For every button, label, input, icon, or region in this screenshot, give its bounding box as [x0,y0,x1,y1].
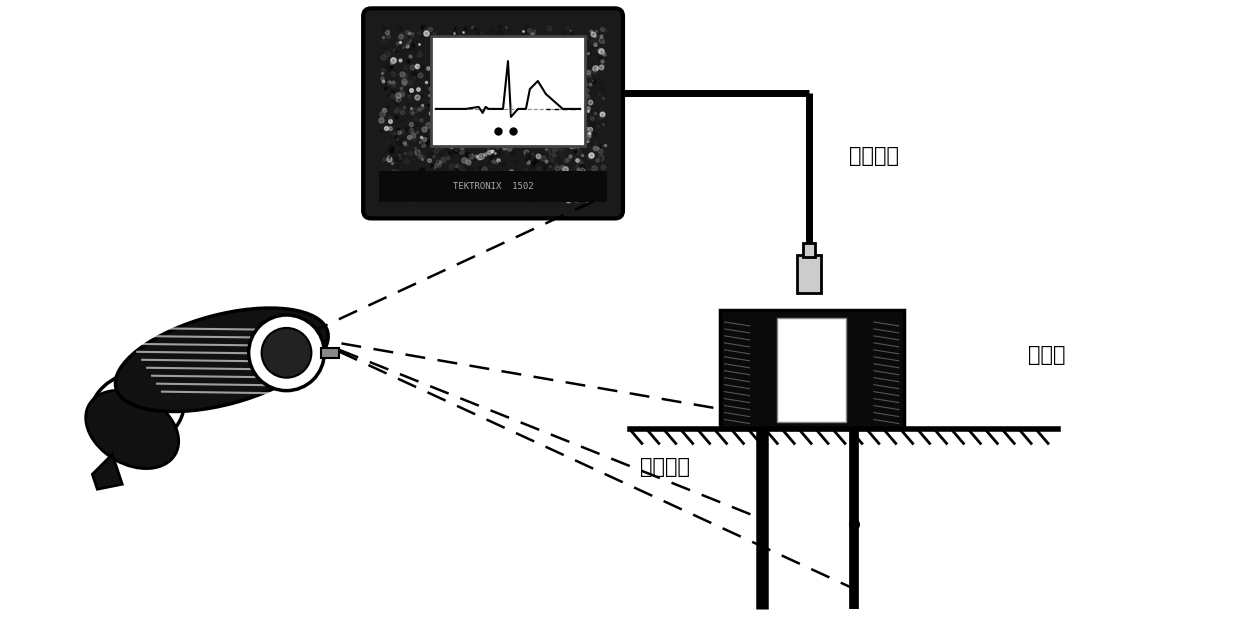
FancyBboxPatch shape [363,8,622,218]
Circle shape [249,315,325,391]
Ellipse shape [91,371,184,448]
Bar [776,318,847,422]
Bar [804,243,815,258]
Bar [379,170,608,203]
Text: TEKTRONIX  1502: TEKTRONIX 1502 [453,182,533,191]
Text: 被测土壤: 被测土壤 [640,457,689,477]
Circle shape [262,328,311,378]
Polygon shape [92,454,123,489]
Bar [430,36,585,146]
Text: 传感器: 传感器 [1028,345,1065,365]
Text: 同轴电缆: 同轴电缆 [849,146,899,165]
Bar [321,348,340,358]
Ellipse shape [115,308,329,412]
Bar [797,255,821,293]
Ellipse shape [86,391,179,468]
Bar [719,310,904,429]
